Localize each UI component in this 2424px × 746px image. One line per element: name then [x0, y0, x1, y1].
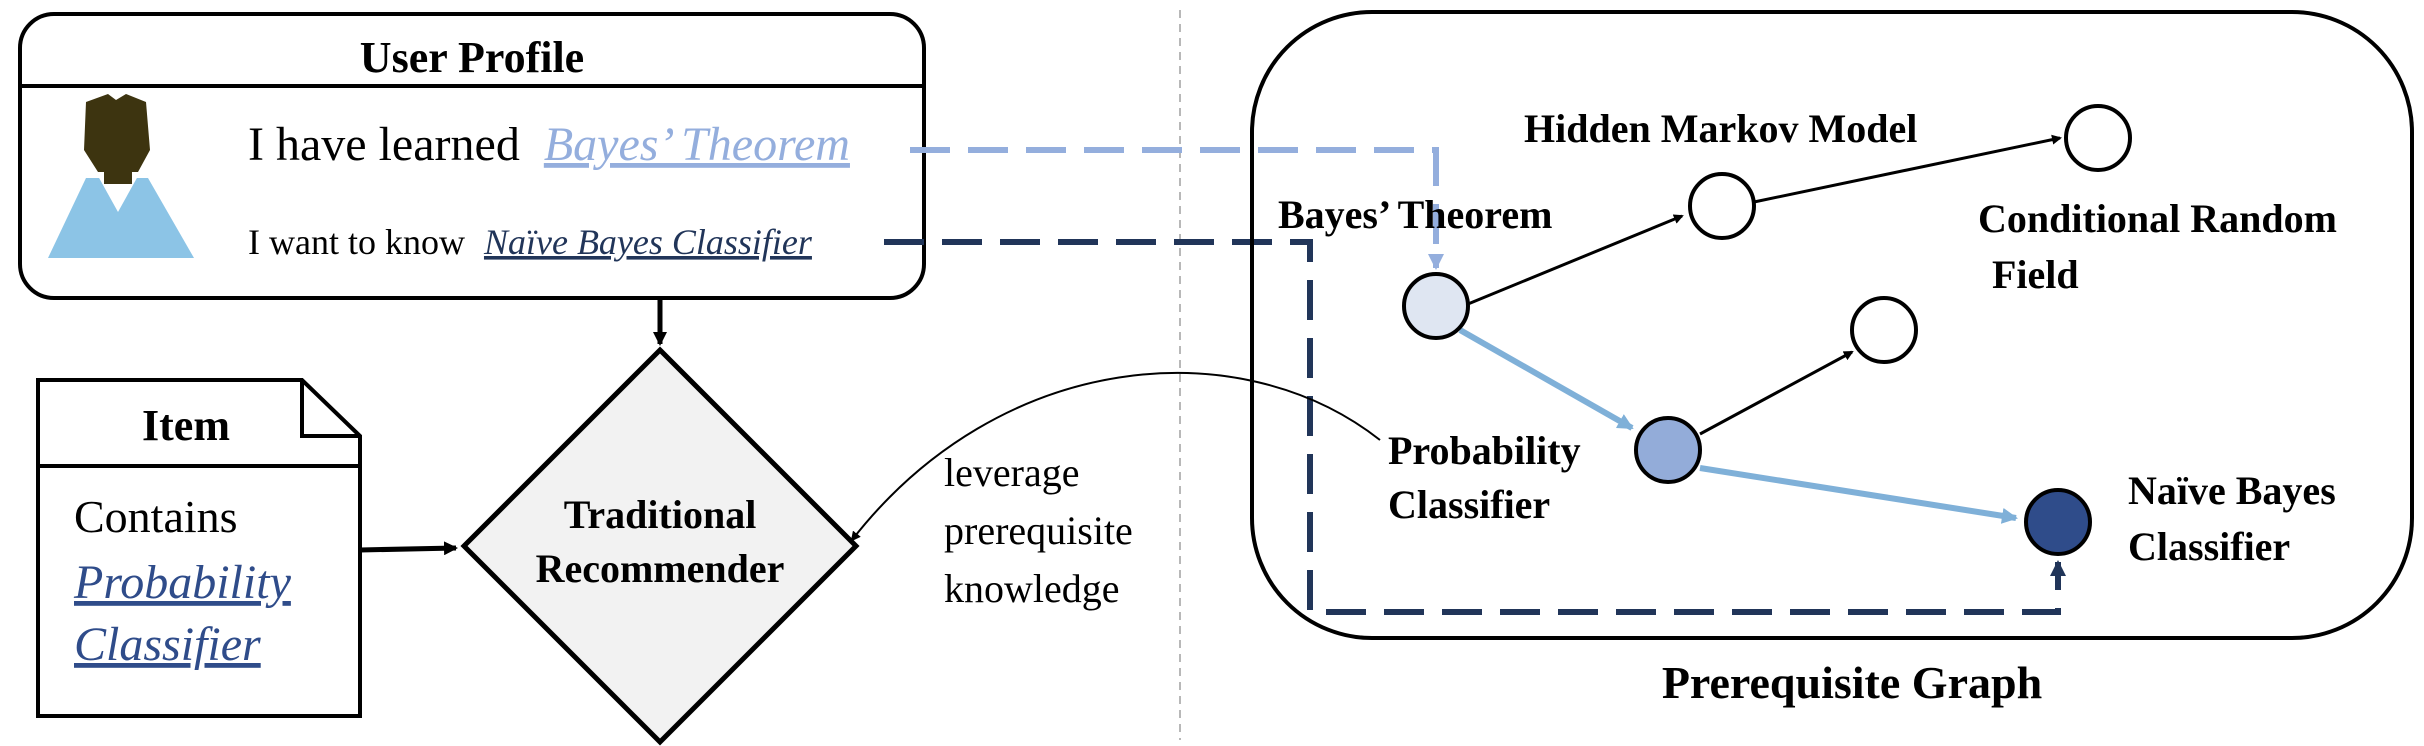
edge-hmm-crf: [1753, 134, 2062, 204]
label-hidden-markov-model: Hidden Markov Model: [1524, 106, 1917, 151]
node-bayes-theorem[interactable]: [1402, 272, 1470, 340]
edge-bayes-hmm: [1467, 214, 1684, 306]
label-crf-line2: Field: [1992, 252, 2079, 297]
edge-prob-nbc: [1699, 465, 2018, 524]
label-crf-line1: Conditional Random: [1978, 196, 2337, 241]
item-title: Item: [142, 401, 230, 450]
node-hidden-markov-model[interactable]: [1688, 172, 1756, 240]
svg-text:I have learned Bayes’ Th: I have learned Bayes’ Theorem: [248, 118, 850, 171]
leverage-line2: prerequisite: [944, 508, 1133, 553]
leverage-line1: leverage: [944, 450, 1079, 495]
graph-caption: Prerequisite Graph: [1662, 657, 2042, 708]
item-document: Item Contains Probability Classifier: [36, 378, 362, 718]
item-to-recommender-arrow: [359, 541, 458, 556]
leverage-line3: knowledge: [944, 566, 1120, 611]
want-prefix: I want to know: [248, 222, 465, 262]
recommender-label-line2: Recommender: [536, 546, 785, 591]
label-bayes-theorem: Bayes’ Theorem: [1278, 192, 1552, 237]
label-prob-line1: Probability: [1388, 428, 1581, 473]
recommender-label-line1: Traditional: [564, 492, 757, 537]
node-unlabeled[interactable]: [1850, 296, 1918, 364]
want-concept-link[interactable]: Naïve Bayes Classifier: [483, 222, 813, 262]
svg-text:I want to know Naïve Bay: I want to know Naïve Bayes Classifier: [248, 222, 813, 262]
prerequisite-graph: Bayes’ Theorem Hidden Markov Model Condi…: [1250, 10, 2414, 708]
node-naive-bayes-classifier[interactable]: [2024, 488, 2092, 556]
leverage-text: leverage prerequisite knowledge: [944, 450, 1133, 611]
user-profile-box: User Profile I have learned Bayes’ Theor…: [18, 12, 926, 300]
label-prob-line2: Classifier: [1388, 482, 1550, 527]
item-contains-label: Contains: [74, 491, 238, 542]
label-nbc-line2: Classifier: [2128, 524, 2290, 569]
node-conditional-random-field[interactable]: [2064, 104, 2132, 172]
item-concept-line1[interactable]: Probability: [73, 556, 292, 609]
node-probability-classifier[interactable]: [1634, 416, 1702, 484]
user-profile-title: User Profile: [360, 33, 584, 82]
label-nbc-line1: Naïve Bayes: [2128, 468, 2336, 513]
learned-concept-connector: [910, 147, 1444, 270]
graph-frame: [1250, 10, 2414, 640]
learned-prefix: I have learned: [248, 118, 520, 171]
leverage-curve-arrow: [850, 372, 1381, 542]
edge-prob-unnamed: [1699, 350, 1854, 436]
traditional-recommender: Traditional Recommender: [460, 346, 860, 746]
edge-bayes-prob: [1458, 327, 1634, 431]
avatar-icon: [48, 94, 194, 258]
learned-concept-link[interactable]: Bayes’ Theorem: [544, 118, 850, 171]
item-concept-line2[interactable]: Classifier: [74, 618, 261, 671]
